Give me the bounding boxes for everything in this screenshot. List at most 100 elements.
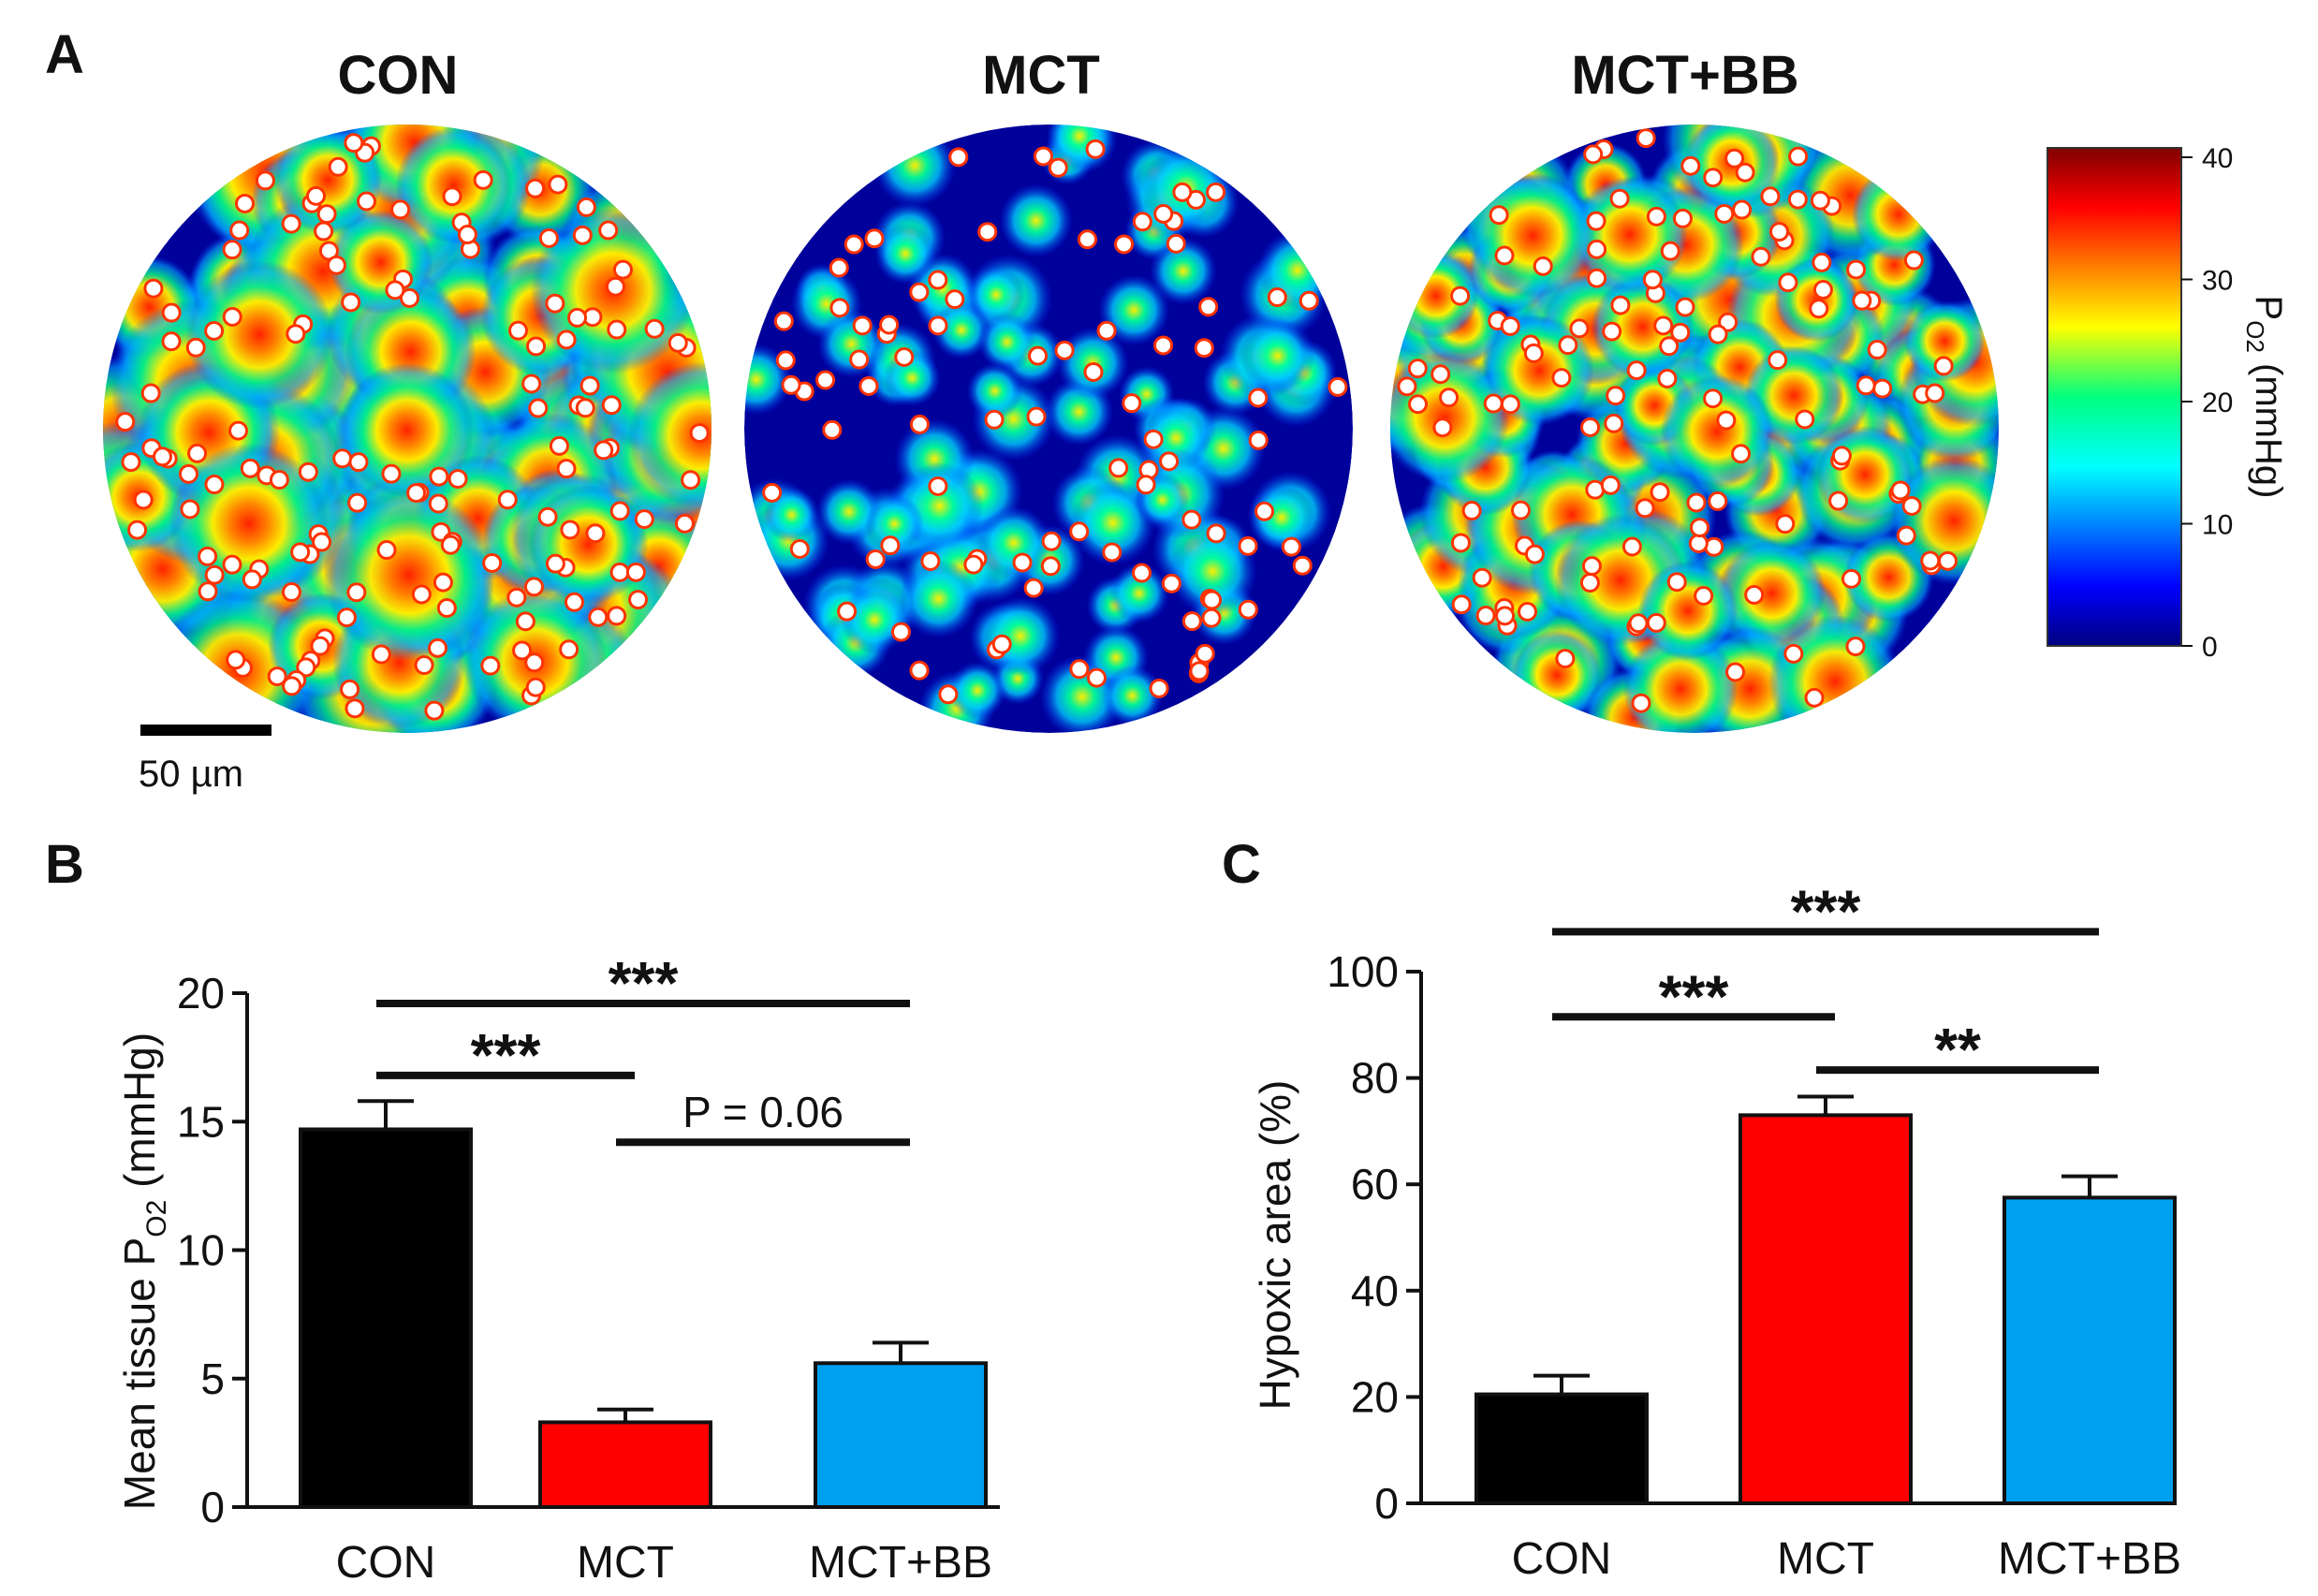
category-label: MCT+BB	[1998, 1534, 2181, 1584]
capillary-marker	[1195, 643, 1215, 664]
capillary-marker	[526, 336, 547, 357]
oxygen-halo	[1240, 318, 1315, 394]
capillary-marker	[928, 315, 948, 336]
capillary-marker	[880, 535, 901, 556]
oxygen-halo	[948, 661, 1007, 720]
capillary-marker	[1703, 388, 1724, 409]
oxygen-halo	[528, 484, 649, 605]
capillary-marker	[1646, 612, 1666, 633]
capillary-marker	[1631, 693, 1651, 713]
capillary-marker	[963, 554, 984, 575]
capillary-marker	[829, 257, 849, 278]
oxygen-halo	[1571, 176, 1688, 293]
capillary-marker	[1143, 429, 1164, 449]
capillary-marker	[829, 298, 850, 318]
capillary-marker	[525, 178, 546, 198]
capillary-marker	[1201, 608, 1222, 628]
y-tick-label: 15	[177, 1097, 225, 1146]
capillary-marker	[1083, 361, 1104, 382]
capillary-marker	[538, 227, 559, 248]
capillary-marker	[1432, 417, 1453, 438]
capillary-marker	[1587, 268, 1607, 288]
capillary-marker	[920, 550, 941, 571]
capillary-marker	[1606, 386, 1626, 406]
category-label: MCT	[1777, 1534, 1874, 1584]
capillary-marker	[909, 414, 930, 434]
capillary-marker	[1724, 148, 1745, 168]
capillary-marker	[1744, 584, 1765, 605]
capillary-marker	[1500, 394, 1520, 415]
capillary-marker	[143, 278, 164, 299]
y-tick-label: 5	[200, 1354, 225, 1403]
capillary-marker	[298, 461, 318, 482]
capillary-marker	[1657, 369, 1678, 389]
capillary-marker	[1901, 495, 1922, 516]
capillary-marker	[1077, 229, 1097, 250]
capillary-marker	[1646, 206, 1666, 227]
capillary-marker	[1659, 336, 1680, 357]
capillary-marker	[521, 373, 542, 394]
oxygen-halo	[1851, 167, 1946, 262]
capillary-marker	[1472, 567, 1492, 588]
capillary-marker	[549, 435, 569, 456]
colorbar-label-main: P	[2248, 296, 2289, 321]
capillary-marker	[1732, 199, 1753, 220]
capillary-marker	[594, 440, 614, 461]
oxygen-halo	[977, 313, 1036, 372]
capillary-marker	[1040, 556, 1061, 577]
capillary-marker	[634, 509, 654, 530]
capillary-marker	[909, 282, 930, 302]
capillary-marker	[457, 225, 477, 245]
capillary-marker	[1248, 430, 1269, 450]
capillary-marker	[1708, 491, 1728, 511]
capillary-marker	[537, 506, 558, 527]
y-tick-label: 40	[1351, 1267, 1399, 1315]
oxygen-halo	[1069, 479, 1156, 566]
capillary-marker	[1920, 550, 1941, 571]
capillary-marker	[234, 193, 255, 213]
capillary-marker	[1621, 536, 1642, 557]
capillary-marker	[228, 420, 249, 441]
capillary-marker	[1775, 514, 1796, 534]
capillary-marker	[1012, 552, 1033, 573]
oxygen-halo	[873, 124, 957, 208]
capillary-marker	[1328, 376, 1348, 397]
capillary-marker	[1903, 250, 1924, 271]
capillary-marker	[1524, 544, 1545, 564]
capillary-marker	[879, 315, 900, 335]
capillary-marker	[1023, 578, 1044, 598]
capillary-marker	[1555, 649, 1576, 669]
capillary-marker	[1238, 599, 1258, 620]
capillary-marker	[1132, 212, 1152, 232]
oxygen-halo	[840, 585, 909, 654]
panel-letter-a: A	[45, 24, 84, 85]
capillary-marker	[1831, 446, 1852, 466]
oxygen-halo	[966, 362, 1023, 419]
capillary-marker	[226, 650, 246, 670]
capillary-marker	[267, 666, 287, 687]
capillary-marker	[424, 700, 445, 721]
capillary-marker	[1028, 345, 1049, 366]
oxygen-halo	[967, 266, 1025, 324]
capillary-marker	[316, 204, 337, 225]
capillary-marker	[204, 475, 225, 495]
oxygen-halo	[1622, 631, 1738, 733]
capillary-marker	[1686, 492, 1707, 513]
capillary-marker	[1206, 523, 1226, 544]
capillary-marker	[668, 332, 688, 353]
capillary-marker	[1086, 667, 1107, 688]
capillary-marker	[588, 607, 609, 627]
oxygen-halo	[1108, 563, 1169, 624]
capillary-marker	[344, 133, 364, 154]
capillary-marker	[1069, 521, 1090, 542]
capillary-marker	[385, 280, 405, 300]
map-title-mct-bb: MCT+BB	[1571, 45, 1798, 106]
capillary-marker	[1189, 661, 1210, 681]
capillary-marker	[689, 423, 710, 444]
colorbar-tick-label: 20	[2202, 388, 2233, 418]
significance-label: ***	[1791, 877, 1861, 944]
capillary-marker	[153, 447, 173, 467]
capillary-marker	[773, 311, 794, 331]
capillary-marker	[429, 466, 449, 487]
capillary-marker	[1609, 188, 1630, 209]
